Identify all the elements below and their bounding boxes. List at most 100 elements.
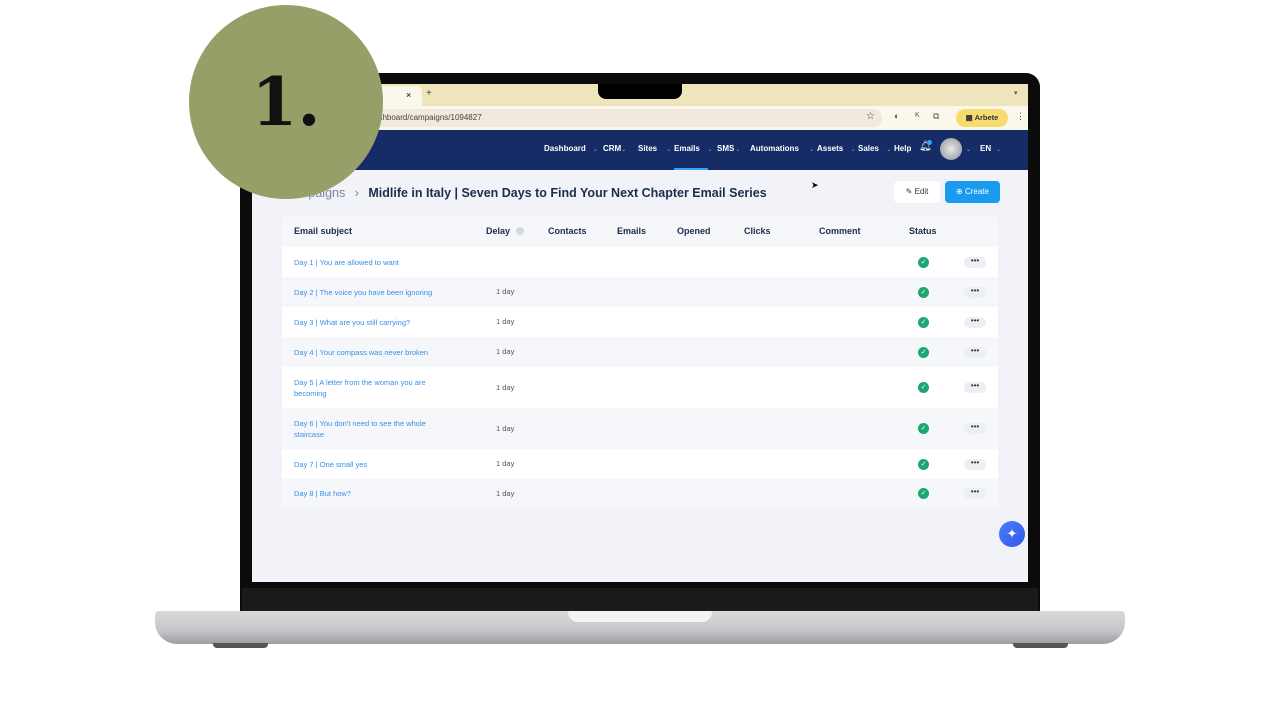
status-check-icon: ✓ <box>918 256 929 268</box>
create-label: Create <box>964 187 989 196</box>
edit-button[interactable]: ✎ Edit <box>894 181 940 203</box>
profile-label: Arbete <box>974 113 999 122</box>
nav-dashboard[interactable]: Dashboard <box>544 144 586 153</box>
table-row[interactable]: Day 1 | You are allowed to want ✓ ••• <box>282 247 998 277</box>
row-more-button[interactable]: ••• <box>964 423 986 434</box>
row-more-button[interactable]: ••• <box>964 458 986 470</box>
email-subject-link[interactable]: Day 2 | The voice you have been ignoring <box>294 287 433 297</box>
nav-automations[interactable]: Automations <box>750 144 799 153</box>
row-more-button[interactable]: ••• <box>964 256 986 268</box>
header-clicks: Clicks <box>744 226 771 236</box>
emails-table: Email subject Delay Contacts Emails Open… <box>282 216 998 508</box>
row-more-button[interactable]: ••• <box>964 488 986 499</box>
delay-value: 1 day <box>496 459 515 468</box>
email-subject-link[interactable]: Day 5 | A letter from the woman you are … <box>294 377 426 398</box>
laptop-lid-notch <box>568 611 712 622</box>
status-check-icon: ✓ <box>918 488 929 499</box>
nav-emails[interactable]: Emails <box>674 144 700 153</box>
table-row[interactable]: Day 2 | The voice you have been ignoring… <box>282 277 998 307</box>
chevron-down-icon[interactable]: ⌄ <box>996 147 1002 153</box>
address-bar-row: ashboard/campaigns/1094827 ☆ ◐ K ⧉ ▦ Arb… <box>252 106 1028 130</box>
edit-label: Edit <box>914 187 929 196</box>
chevron-down-icon[interactable]: ⌄ <box>592 147 598 153</box>
chevron-down-icon[interactable]: ⌄ <box>886 147 892 153</box>
tab-close-icon[interactable]: × <box>406 90 412 100</box>
notification-bell-icon[interactable]: 🔔︎ <box>919 141 932 152</box>
extensions-puzzle-icon[interactable]: ⧉ <box>933 111 940 121</box>
row-more-button[interactable]: ••• <box>964 382 986 393</box>
delay-value: 1 day <box>496 382 515 392</box>
email-subject-link[interactable]: Day 1 | You are allowed to want <box>294 257 399 267</box>
table-row[interactable]: Day 8 | But how? 1 day ✓ ••• <box>282 479 998 508</box>
nav-sales[interactable]: Sales <box>858 144 879 153</box>
create-button[interactable]: ⊕ Create <box>945 181 1000 203</box>
pencil-icon: ✎ <box>905 187 915 196</box>
bookmark-star-icon[interactable]: ☆ <box>866 111 875 122</box>
table-row[interactable]: Day 5 | A letter from the woman you are … <box>282 367 998 408</box>
plus-circle-icon: ⊕ <box>956 187 965 196</box>
email-subject-link[interactable]: Day 6 | You don't need to see the whole … <box>294 418 426 439</box>
laptop-chin <box>242 588 1038 612</box>
status-check-icon: ✓ <box>918 316 929 328</box>
row-more-button[interactable]: ••• <box>964 316 986 328</box>
row-more-button[interactable]: ••• <box>964 286 986 298</box>
table-row[interactable]: Day 4 | Your compass was never broken 1 … <box>282 337 998 367</box>
extension-icon[interactable]: ◐ <box>894 111 900 121</box>
chevron-down-icon[interactable]: ⌄ <box>809 147 815 153</box>
screen: × + ▾ ashboard/campaigns/1094827 ☆ ◐ K ⧉… <box>252 84 1028 582</box>
header-status: Status <box>909 226 937 236</box>
nav-crm[interactable]: CRM <box>603 144 622 153</box>
email-subject-link[interactable]: Day 8 | But how? <box>294 489 351 498</box>
mouse-cursor-icon: ➤ <box>811 180 819 190</box>
chevron-down-icon[interactable]: ⌄ <box>735 147 741 153</box>
ai-assistant-button[interactable]: ✦ <box>999 521 1025 547</box>
table-row[interactable]: Day 3 | What are you still carrying? 1 d… <box>282 307 998 337</box>
extension-k-icon[interactable]: K <box>915 112 920 119</box>
profile-icon: ▦ <box>965 113 975 122</box>
page-title-row: Campaigns › Midlife in Italy | Seven Day… <box>282 186 767 200</box>
tab-list-icon[interactable]: ▾ <box>1014 90 1018 97</box>
chevron-down-icon[interactable]: ⌄ <box>666 147 672 153</box>
chevron-down-icon[interactable]: ⌄ <box>707 147 713 153</box>
browser-menu-icon[interactable]: ⋮ <box>1016 111 1025 121</box>
info-icon[interactable] <box>516 227 524 235</box>
breadcrumb-separator-icon: › <box>354 186 359 200</box>
status-check-icon: ✓ <box>918 346 929 358</box>
delay-value: 1 day <box>496 488 515 498</box>
delay-value: 1 day <box>496 287 515 296</box>
table-row[interactable]: Day 6 | You don't need to see the whole … <box>282 408 998 449</box>
language-selector[interactable]: EN <box>980 144 992 153</box>
nav-sms[interactable]: SMS <box>717 144 735 153</box>
email-subject-link[interactable]: Day 4 | Your compass was never broken <box>294 347 429 357</box>
header-delay: Delay <box>486 226 511 236</box>
chevron-down-icon[interactable]: ⌄ <box>966 147 972 153</box>
chevron-down-icon[interactable]: ⌄ <box>621 147 627 153</box>
step-badge: 1. <box>189 5 383 199</box>
table-header <box>282 216 998 247</box>
header-contacts: Contacts <box>548 226 587 236</box>
delay-value: 1 day <box>496 347 515 356</box>
status-check-icon: ✓ <box>918 458 929 470</box>
nav-sites[interactable]: Sites <box>638 144 658 153</box>
profile-button[interactable]: ▦ Arbete <box>956 109 1008 127</box>
active-nav-indicator <box>674 168 708 170</box>
nav-help[interactable]: Help <box>894 144 912 153</box>
url-input[interactable]: ashboard/campaigns/1094827 <box>252 109 882 127</box>
nav-assets[interactable]: Assets <box>817 144 844 153</box>
email-subject-link[interactable]: Day 3 | What are you still carrying? <box>294 317 411 327</box>
header-comment: Comment <box>819 226 861 236</box>
laptop-foot <box>1013 643 1068 648</box>
delay-value: 1 day <box>496 317 515 326</box>
avatar[interactable] <box>940 138 962 160</box>
new-tab-button[interactable]: + <box>426 88 432 99</box>
header-subject: Email subject <box>294 226 353 236</box>
row-more-button[interactable]: ••• <box>964 346 986 358</box>
chevron-down-icon[interactable]: ⌄ <box>850 147 856 153</box>
email-subject-link[interactable]: Day 7 | One small yes <box>294 459 368 469</box>
header-opened: Opened <box>677 226 711 236</box>
top-nav: Dashboard ⌄ CRM ⌄ Sites ⌄ Emails ⌄ SMS ⌄ Automatio… <box>252 130 1028 170</box>
sparkle-icon: ✦ <box>1006 526 1018 541</box>
page-title: Midlife in Italy | Seven Days to Find Yo… <box>368 186 767 200</box>
table-row[interactable]: Day 7 | One small yes 1 day ✓ ••• <box>282 449 998 479</box>
status-check-icon: ✓ <box>918 286 929 298</box>
